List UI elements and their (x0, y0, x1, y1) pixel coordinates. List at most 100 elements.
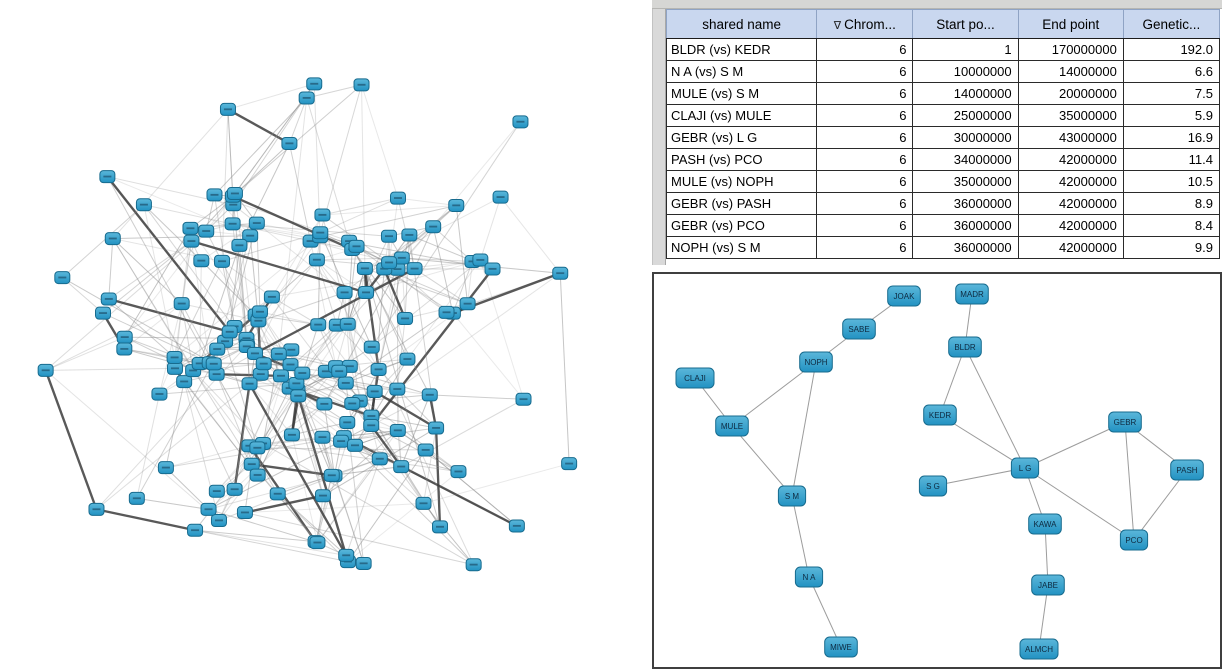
network-node[interactable] (173, 297, 190, 311)
table-cell[interactable]: 34000000 (912, 148, 1019, 171)
network-edge[interactable] (371, 259, 481, 348)
network-edge[interactable] (964, 346, 1026, 469)
network-node[interactable] (95, 306, 112, 320)
network-edge[interactable] (181, 303, 194, 371)
network-node[interactable] (406, 262, 423, 276)
table-row[interactable]: CLAJI (vs) MULE 6 25000000 35000000 5.9 (665, 104, 1221, 127)
table-row[interactable]: BLDR (vs) KEDR 6 1 170000000 192.0 (665, 38, 1221, 61)
network-edge[interactable] (397, 268, 447, 313)
network-edge[interactable] (371, 121, 521, 348)
network-edge[interactable] (317, 430, 399, 543)
table-cell[interactable]: 11.4 (1122, 148, 1221, 171)
network-edge[interactable] (370, 394, 430, 426)
network-edge[interactable] (347, 449, 427, 562)
network-edge[interactable] (731, 425, 793, 497)
network-node[interactable]: ALMCH (1019, 638, 1059, 660)
network-node[interactable] (187, 523, 204, 537)
table-cell[interactable]: 6 (816, 192, 914, 215)
network-node[interactable] (380, 229, 397, 243)
network-edge[interactable] (323, 268, 398, 405)
network-node[interactable] (273, 369, 290, 383)
network-edge[interactable] (124, 193, 236, 338)
network-node[interactable] (236, 506, 253, 520)
table-cell[interactable]: 42000000 (1017, 192, 1124, 215)
table-cell[interactable]: GEBR (vs) PASH (665, 192, 818, 215)
table-cell[interactable]: N A (vs) S M (665, 60, 818, 83)
network-edge[interactable] (400, 394, 431, 467)
network-edge[interactable] (425, 449, 518, 527)
network-node[interactable] (242, 229, 259, 243)
network-node[interactable]: KAWA (1028, 513, 1062, 535)
network-edge[interactable] (221, 261, 236, 327)
network-edge[interactable] (397, 121, 521, 270)
table-cell[interactable]: 14000000 (1017, 60, 1124, 83)
network-edge[interactable] (256, 222, 321, 238)
network-edge[interactable] (317, 458, 381, 543)
network-edge[interactable] (291, 421, 348, 436)
network-edge[interactable] (271, 261, 473, 298)
network-node[interactable] (339, 317, 356, 331)
network-node[interactable]: N A (794, 566, 824, 588)
network-node[interactable] (226, 187, 243, 201)
network-edge[interactable] (320, 204, 457, 238)
network-edge[interactable] (345, 458, 381, 556)
network-node[interactable] (323, 468, 340, 482)
network-node[interactable] (214, 254, 231, 268)
network-node[interactable] (389, 382, 406, 396)
network-edge[interactable] (425, 449, 518, 527)
table-cell[interactable]: 6 (816, 214, 914, 237)
network-edge[interactable] (96, 508, 196, 532)
network-edge[interactable] (347, 268, 366, 325)
table-row[interactable]: NOPH (vs) S M 6 36000000 42000000 9.9 (665, 236, 1221, 259)
network-edge[interactable] (108, 298, 175, 358)
network-node[interactable] (515, 392, 532, 406)
network-node[interactable] (37, 363, 54, 377)
network-node[interactable] (314, 430, 331, 444)
table-cell[interactable]: 42000000 (1017, 170, 1124, 193)
network-edge[interactable] (351, 249, 406, 319)
network-edge[interactable] (322, 197, 399, 216)
network-edge[interactable] (414, 268, 468, 305)
network-edge[interactable] (227, 83, 315, 110)
network-node[interactable] (298, 91, 315, 105)
network-edge[interactable] (108, 238, 114, 300)
table-cell[interactable]: 6 (816, 38, 914, 61)
network-edge[interactable] (479, 197, 502, 261)
network-node[interactable] (116, 330, 133, 344)
network-node[interactable] (224, 217, 241, 231)
network-edge[interactable] (190, 228, 280, 355)
network-edge[interactable] (106, 175, 231, 333)
network-node[interactable] (336, 285, 353, 299)
network-edge[interactable] (731, 361, 817, 427)
network-edge[interactable] (262, 443, 474, 566)
table-cell[interactable]: 7.5 (1122, 82, 1221, 105)
network-node[interactable]: JOAK (887, 285, 921, 307)
network-node[interactable]: KEDR (923, 404, 957, 426)
network-edge[interactable] (320, 197, 399, 234)
network-node[interactable] (370, 362, 387, 376)
network-edge[interactable] (45, 367, 175, 371)
column-header[interactable]: Genetic... (1122, 9, 1221, 39)
network-edge[interactable] (45, 370, 220, 521)
table-cell[interactable]: 35000000 (912, 170, 1019, 193)
network-node[interactable] (438, 305, 455, 319)
network-node[interactable]: L G (1010, 457, 1040, 479)
network-node[interactable] (401, 228, 418, 242)
network-node[interactable] (344, 397, 361, 411)
network-node[interactable] (348, 239, 365, 253)
network-edge[interactable] (434, 427, 442, 527)
table-cell[interactable]: 8.4 (1122, 214, 1221, 237)
network-node[interactable]: PCO (1119, 529, 1149, 551)
network-edge[interactable] (791, 361, 817, 497)
network-edge[interactable] (262, 443, 459, 473)
network-node[interactable] (210, 513, 227, 527)
network-edge[interactable] (136, 393, 160, 499)
network-edge[interactable] (102, 312, 210, 364)
network-edge[interactable] (374, 390, 437, 430)
network-edge[interactable] (397, 197, 457, 206)
network-edge[interactable] (124, 348, 200, 365)
column-header[interactable]: Start po... (912, 9, 1019, 39)
network-node[interactable] (450, 465, 467, 479)
network-edge[interactable] (112, 238, 183, 305)
network-edge[interactable] (208, 508, 318, 544)
